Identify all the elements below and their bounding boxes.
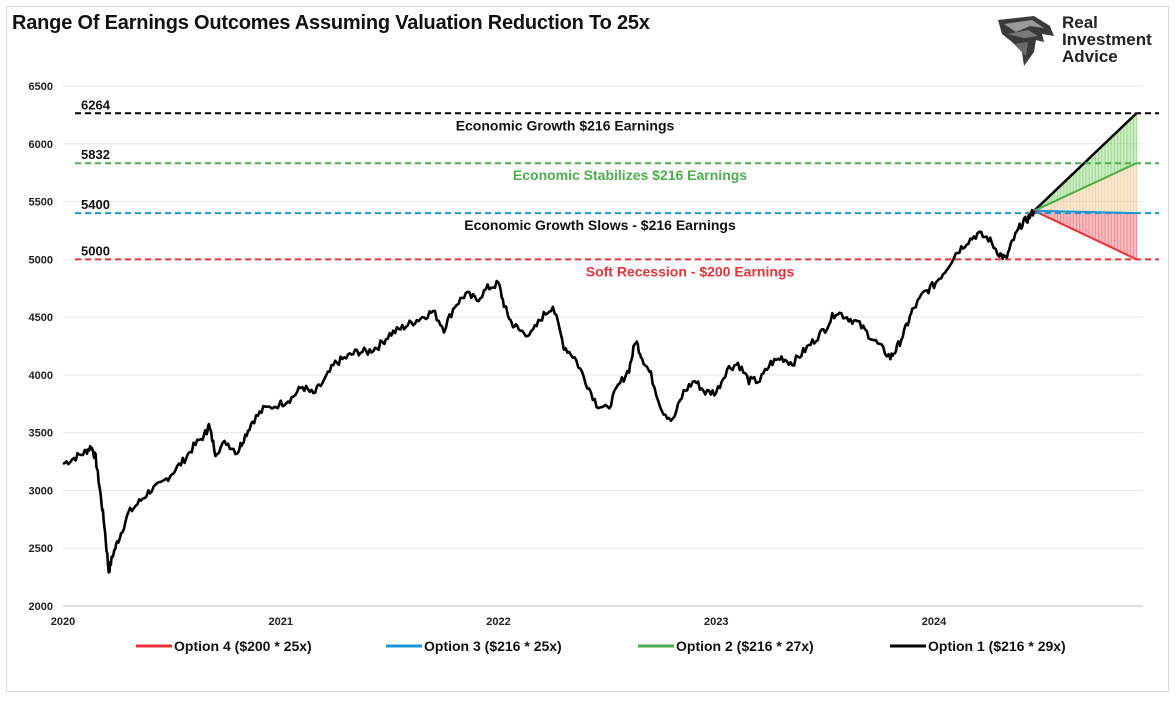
legend-label: Option 2 ($216 * 27x) <box>676 638 814 654</box>
scenario-label: Economic Stabilizes $216 Earnings <box>513 167 747 183</box>
legend-label: Option 3 ($216 * 25x) <box>424 638 562 654</box>
x-tick-label: 2020 <box>51 616 75 628</box>
y-tick-label: 2000 <box>29 601 53 613</box>
scenario-label: Economic Growth $216 Earnings <box>456 117 675 133</box>
brand-line-1: Real <box>1062 13 1098 32</box>
y-tick-label: 5000 <box>29 254 53 266</box>
y-tick-label: 2500 <box>29 543 53 555</box>
legend-item: Option 3 ($216 * 25x) <box>386 638 562 654</box>
y-tick-label: 6000 <box>29 139 53 151</box>
eagle-head-icon <box>998 16 1054 66</box>
level-value-label: 6264 <box>81 97 111 112</box>
legend-item: Option 1 ($216 * 29x) <box>890 638 1066 654</box>
projection-line <box>1033 112 1138 212</box>
y-tick-label: 3000 <box>29 485 53 497</box>
legend-item: Option 2 ($216 * 27x) <box>638 638 814 654</box>
projection-line <box>1033 209 1137 261</box>
brand-line-2: Investment <box>1062 30 1152 49</box>
axis-ticks: 2000 2500 3000 3500 4000 4500 5000 5500 6000 6500… <box>29 81 1143 628</box>
index-line <box>62 208 1036 574</box>
legend-label: Option 4 ($200 * 25x) <box>174 638 312 654</box>
y-tick-label: 5500 <box>29 197 53 209</box>
level-value-label: 5400 <box>81 197 110 212</box>
legend-item: Option 4 ($200 * 25x) <box>136 638 312 654</box>
x-tick-label: 2022 <box>486 616 510 628</box>
scenario-label: Economic Growth Slows - $216 Earnings <box>464 217 736 233</box>
chart-title: Range Of Earnings Outcomes Assuming Valu… <box>12 12 650 34</box>
x-tick-label: 2023 <box>704 616 728 628</box>
brand-line-3: Advice <box>1062 47 1118 66</box>
level-value-label: 5000 <box>81 243 110 258</box>
chart-frame <box>6 6 1169 692</box>
y-tick-label: 4000 <box>29 370 53 382</box>
level-value-label: 5832 <box>81 147 110 162</box>
chart-legend: Option 4 ($200 * 25x) Option 3 ($216 * 25… <box>136 638 1066 654</box>
brand-logo: Real Investment Advice <box>994 12 1164 70</box>
y-tick-label: 6500 <box>29 81 53 93</box>
y-tick-label: 4500 <box>29 312 53 324</box>
index-series <box>62 208 1036 574</box>
projection-fan <box>1033 112 1138 261</box>
level-lines: 6264 Economic Growth $216 Earnings 5832 Eco… <box>75 97 1159 279</box>
grid-lines <box>63 85 1143 549</box>
legend-label: Option 1 ($216 * 29x) <box>928 638 1066 654</box>
x-tick-label: 2021 <box>268 616 292 628</box>
projection-line <box>1033 162 1137 212</box>
scenario-label: Soft Recession - $200 Earnings <box>586 263 795 279</box>
x-tick-label: 2024 <box>922 616 947 628</box>
brand-name: Real Investment Advice <box>1062 14 1152 65</box>
y-tick-label: 3500 <box>29 428 53 440</box>
